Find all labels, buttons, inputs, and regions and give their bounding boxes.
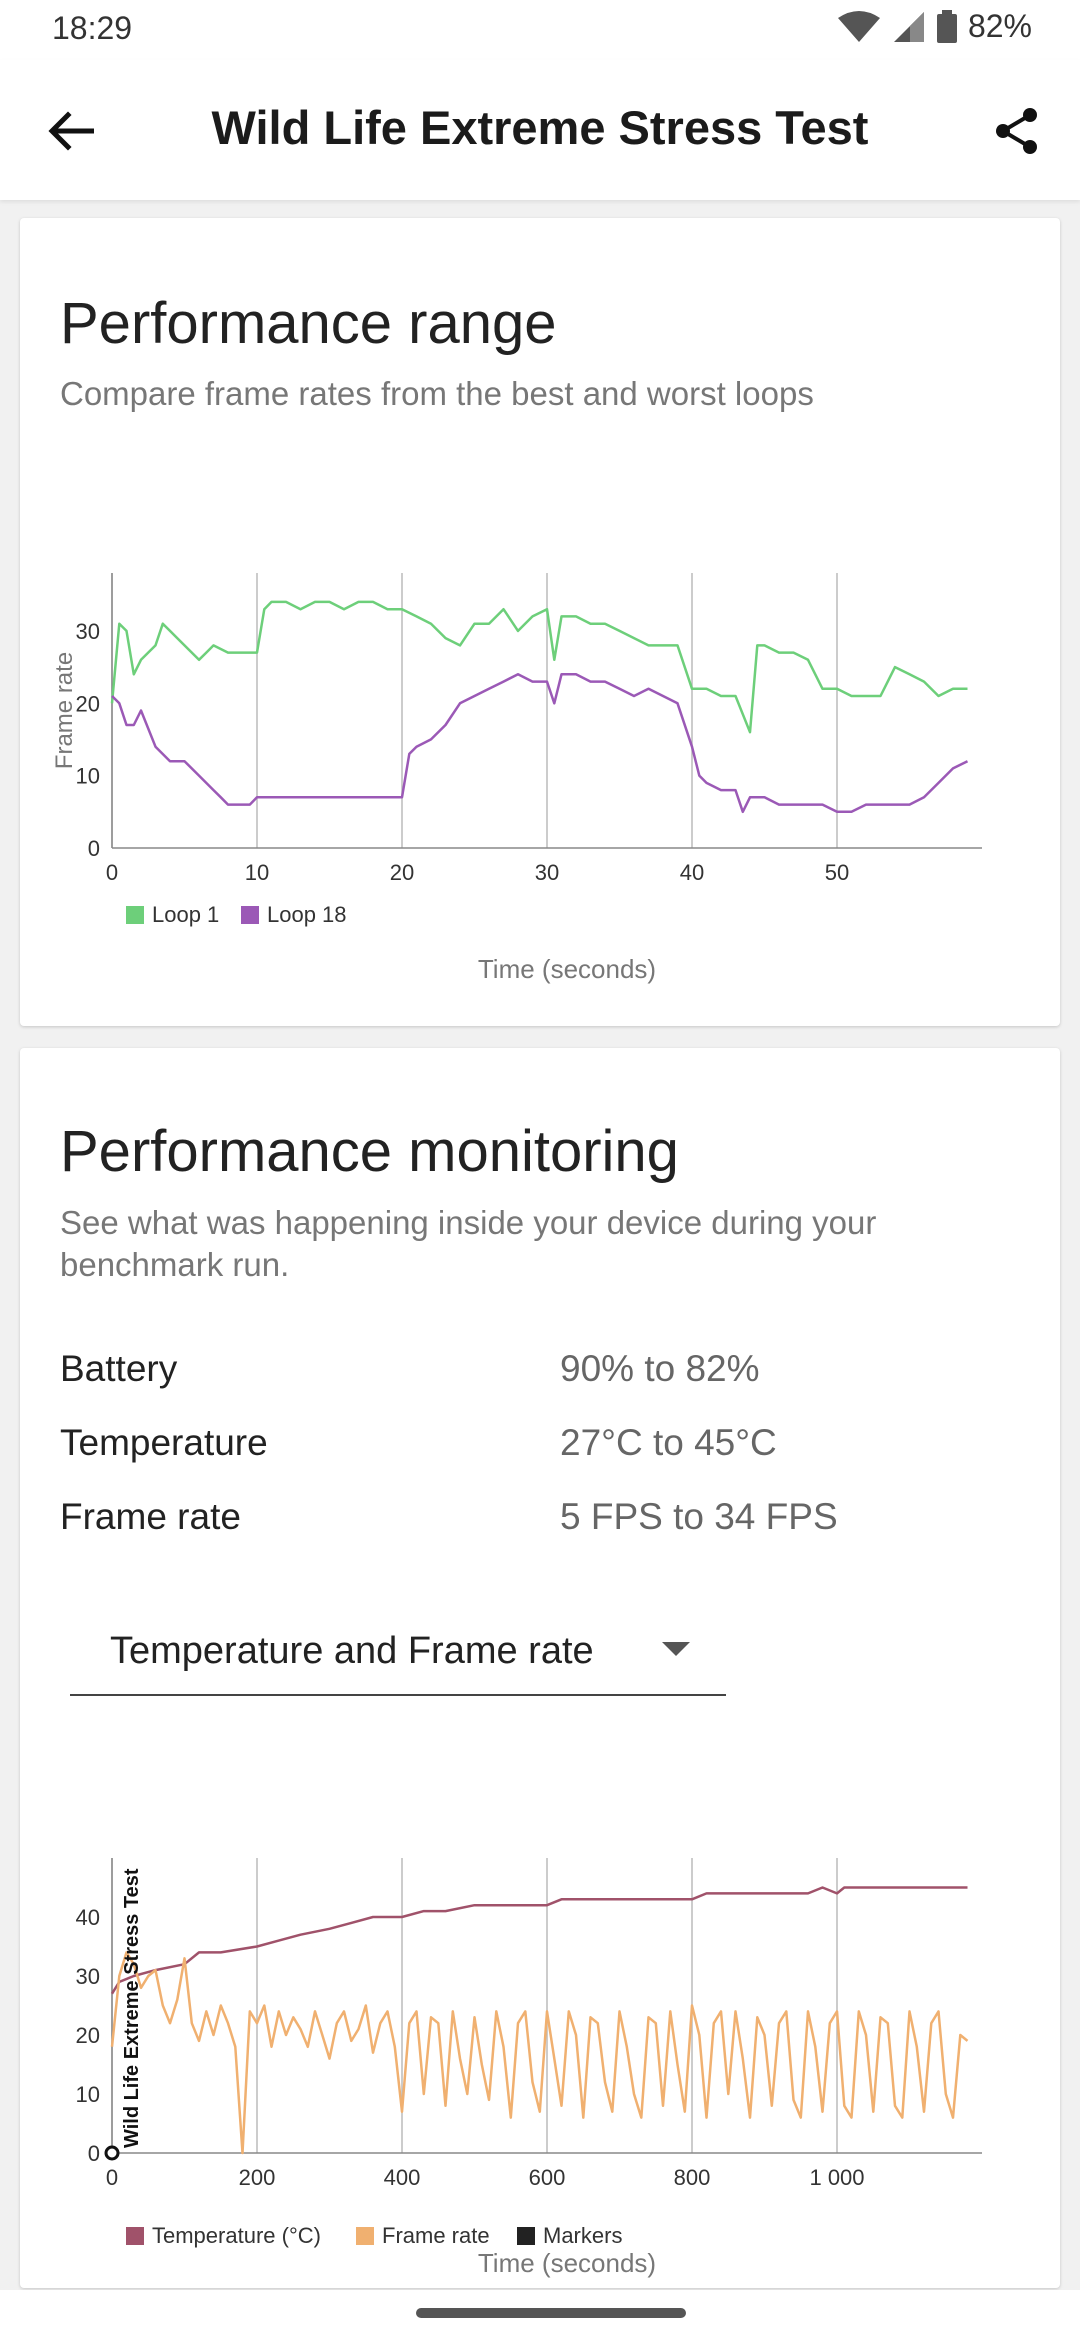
share-button[interactable] <box>982 96 1052 166</box>
performance-range-subtitle: Compare frame rates from the best and wo… <box>60 375 814 412</box>
share-icon <box>996 108 1037 154</box>
y-tick-label: 30 <box>76 619 100 644</box>
page-title: Wild Life Extreme Stress Test <box>211 101 869 154</box>
marker-point <box>104 2145 120 2161</box>
y-tick-label: 10 <box>76 2082 100 2107</box>
x-tick-label: 30 <box>535 860 559 885</box>
x-axis-label: Time (seconds) <box>478 954 656 984</box>
legend-label: Markers <box>543 2223 622 2248</box>
stat-label: Battery <box>60 1348 178 1389</box>
performance-range-title: Performance range <box>60 291 557 356</box>
stat-row-battery: Battery 90% to 82% <box>60 1348 1020 1408</box>
dropdown-arrow-icon <box>662 1642 690 1656</box>
x-tick-label: 20 <box>390 860 414 885</box>
cellular-signal-icon <box>893 11 924 42</box>
performance-monitoring-chart: 0 200 400 600 800 1 000 0 10 20 30 40 Temperature (… <box>76 1858 982 2278</box>
status-time: 18:29 <box>52 10 133 46</box>
stat-value: 90% to 82% <box>560 1348 760 1389</box>
legend-label: Frame rate <box>382 2223 490 2248</box>
x-tick-label: 10 <box>245 860 269 885</box>
x-tick-label: 0 <box>106 860 118 885</box>
y-tick-label: 30 <box>76 1964 100 1989</box>
x-tick-label: 600 <box>529 2165 566 2190</box>
stat-label: Temperature <box>60 1422 268 1463</box>
legend-label: Loop 1 <box>152 902 219 927</box>
status-bar: 18:29 82% <box>0 0 1080 60</box>
stat-value: 5 FPS to 34 FPS <box>560 1496 838 1537</box>
x-tick-label: 1 000 <box>809 2165 864 2190</box>
series-line-loop-18 <box>111 673 969 814</box>
performance-monitoring-title: Performance monitoring <box>60 1119 679 1184</box>
legend-swatch <box>517 2227 535 2245</box>
y-tick-label: 20 <box>76 691 100 716</box>
x-tick-label: 0 <box>106 2165 118 2190</box>
performance-monitoring-subtitle: See what was happening inside your devic… <box>60 1204 877 1283</box>
y-tick-label: 0 <box>88 2141 100 2166</box>
y-axis-label: Frame rate <box>51 652 78 769</box>
arrow-back-icon <box>48 111 94 151</box>
navigation-bar <box>0 2290 1080 2340</box>
x-tick-label: 40 <box>680 860 704 885</box>
stat-value: 27°C to 45°C <box>560 1422 777 1463</box>
legend-swatch <box>126 2227 144 2245</box>
performance-monitoring-card: Performance monitoring See what was happ… <box>20 1048 1060 2288</box>
y-tick-label: 10 <box>76 764 100 789</box>
x-tick-label: 800 <box>674 2165 711 2190</box>
stat-label: Frame rate <box>60 1496 241 1537</box>
stat-row-frame-rate: Frame rate 5 FPS to 34 FPS <box>60 1496 1020 1556</box>
stat-row-temperature: Temperature 27°C to 45°C <box>60 1422 1020 1482</box>
back-button[interactable] <box>36 96 106 166</box>
series-line-loop-1 <box>110 600 968 734</box>
y-tick-label: 20 <box>76 2023 100 2048</box>
x-tick-label: 200 <box>239 2165 276 2190</box>
status-icons: 82% <box>836 8 1032 45</box>
home-gesture-handle[interactable] <box>416 2308 686 2318</box>
y-tick-label: 0 <box>88 836 100 861</box>
chart-type-dropdown[interactable]: Temperature and Frame rate <box>70 1600 726 1696</box>
performance-range-card: Performance range Compare frame rates fr… <box>20 218 1060 1026</box>
app-bar: Wild Life Extreme Stress Test <box>0 60 1080 200</box>
y-tick-label: 40 <box>76 1905 100 1930</box>
x-tick-label: 400 <box>384 2165 421 2190</box>
performance-range-chart: 0 10 20 30 40 50 0 10 20 30 Frame rate Loop 1 Loop 1… <box>51 573 982 984</box>
battery-icon <box>936 9 957 43</box>
battery-percent: 82% <box>967 8 1032 44</box>
marker-label: Wild Life Extreme Stress Test <box>121 1868 143 2148</box>
legend-label: Loop 18 <box>267 902 347 927</box>
series-line-frame-rate <box>110 1951 969 2155</box>
legend-swatch <box>241 906 259 924</box>
wifi-icon <box>837 10 880 42</box>
x-axis-label: Time (seconds) <box>478 2248 656 2278</box>
dropdown-selected-value: Temperature and Frame rate <box>110 1630 594 1672</box>
series-line-temperature-c <box>110 1886 968 1995</box>
x-tick-label: 50 <box>825 860 849 885</box>
legend-swatch <box>356 2227 374 2245</box>
legend-label: Temperature (°C) <box>152 2223 321 2248</box>
legend-swatch <box>126 906 144 924</box>
